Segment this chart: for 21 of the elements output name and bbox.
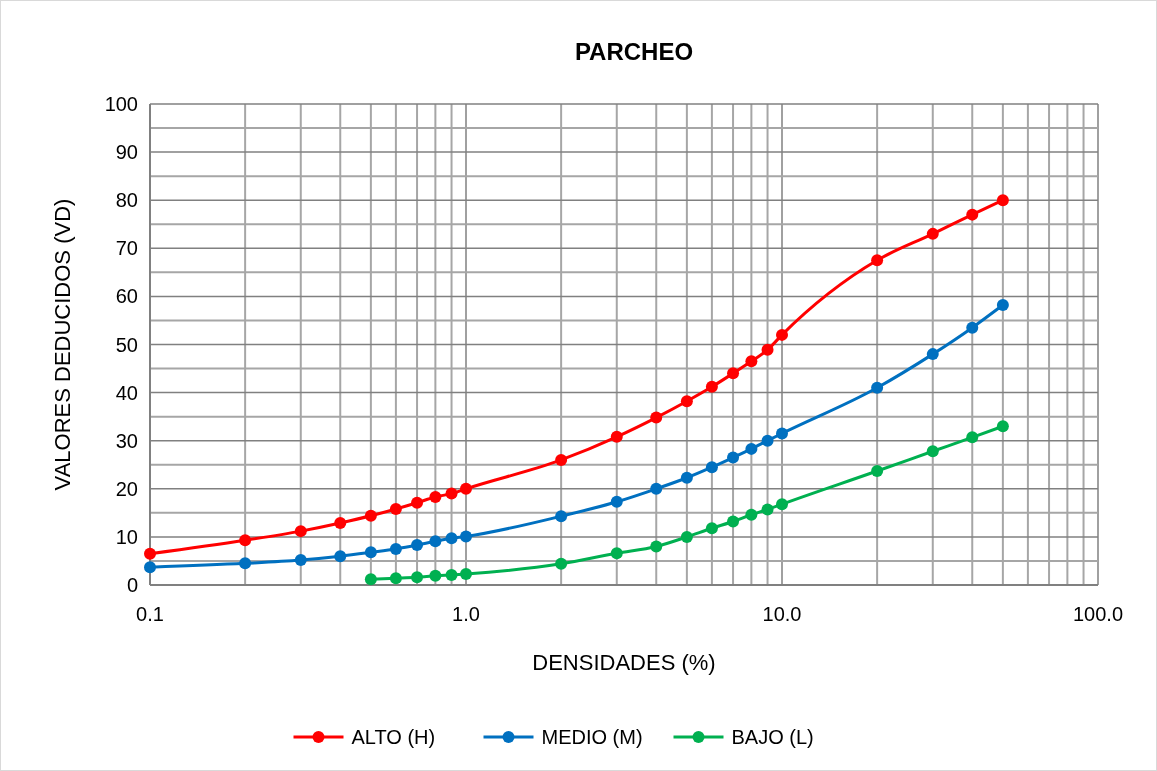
y-tick-label: 30 xyxy=(115,429,138,452)
y-tick-label: 80 xyxy=(115,189,138,212)
y-tick-label: 0 xyxy=(126,574,138,596)
y-tick-label: 40 xyxy=(115,381,138,404)
y-tick-label: 20 xyxy=(115,477,138,500)
x-tick-label: 10.0 xyxy=(762,603,802,625)
legend-label: ALTO (H) xyxy=(351,726,436,748)
legend-label: MEDIO (M) xyxy=(541,726,643,748)
y-tick-label: 50 xyxy=(115,333,138,356)
y-tick-label: 90 xyxy=(115,141,138,164)
y-tick-label: 60 xyxy=(115,285,138,308)
y-axis-title: VALORES DEDUCIDOS (VD) xyxy=(50,198,75,491)
x-tick-label: 1.0 xyxy=(452,603,480,625)
y-tick-label: 70 xyxy=(115,237,138,260)
x-tick-label: 0.1 xyxy=(136,603,164,625)
x-axis-title: DENSIDADES (%) xyxy=(532,650,716,675)
chart-title: PARCHEO xyxy=(574,38,694,65)
x-tick-label: 100.0 xyxy=(1072,603,1124,625)
legend-label: BAJO (L) xyxy=(731,726,814,748)
y-tick-label: 10 xyxy=(115,525,138,548)
y-tick-label: 100 xyxy=(104,93,138,115)
